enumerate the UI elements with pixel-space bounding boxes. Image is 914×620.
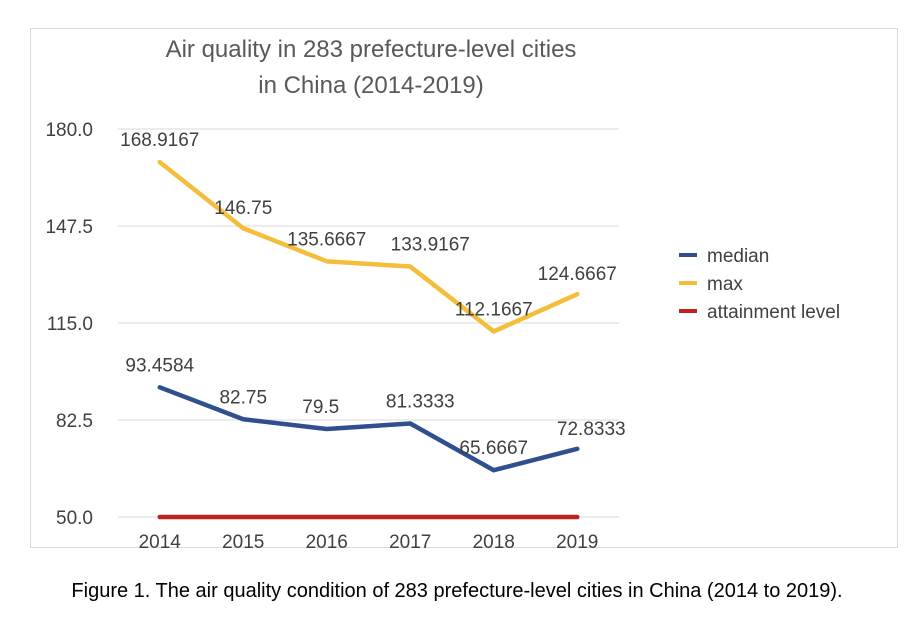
- y-tick-label: 180.0: [45, 120, 93, 141]
- legend-max-label: max: [707, 274, 743, 295]
- y-tick-label: 82.5: [56, 411, 93, 432]
- series-max-line: [157, 159, 580, 334]
- chart-frame: Air quality in 283 prefecture-level citi…: [30, 28, 898, 549]
- chart-title-line-2: in China (2014-2019): [258, 72, 483, 99]
- series-max-data-label: 133.9167: [391, 235, 470, 256]
- x-tick-label: 2014: [139, 532, 182, 549]
- series-median-data-label: 79.5: [302, 397, 339, 418]
- legend-attainment-level-label: attainment level: [707, 302, 840, 323]
- legend-median-label: median: [707, 246, 769, 267]
- y-tick-label: 115.0: [47, 314, 93, 335]
- series-median-data-label: 82.75: [219, 387, 267, 408]
- x-tick-label: 2019: [556, 532, 598, 549]
- series-max-data-label: 168.9167: [120, 130, 199, 151]
- series-max-data-label: 135.6667: [287, 229, 366, 250]
- x-tick-label: 2017: [389, 532, 431, 549]
- series-max-data-label: 112.1667: [455, 299, 533, 320]
- x-tick-label: 2018: [473, 532, 515, 549]
- x-tick-label: 2015: [222, 532, 264, 549]
- series-max-data-label: 146.75: [214, 198, 272, 219]
- series-median-data-label: 65.6667: [459, 438, 528, 459]
- x-tick-label: 2016: [306, 532, 348, 549]
- y-tick-label: 50.0: [56, 508, 93, 529]
- line-chart: Air quality in 283 prefecture-level citi…: [45, 36, 840, 549]
- figure-caption: Figure 1. The air quality condition of 2…: [71, 580, 843, 602]
- series-median-data-label: 72.8333: [557, 419, 626, 440]
- series-median-data-label: 93.4584: [125, 355, 194, 376]
- series-median-line: [157, 385, 580, 473]
- y-tick-label: 147.5: [45, 217, 93, 238]
- series-median-data-label: 81.3333: [386, 391, 455, 412]
- series-max-data-label: 124.6667: [538, 264, 617, 285]
- chart-title-line-1: Air quality in 283 prefecture-level citi…: [166, 36, 577, 63]
